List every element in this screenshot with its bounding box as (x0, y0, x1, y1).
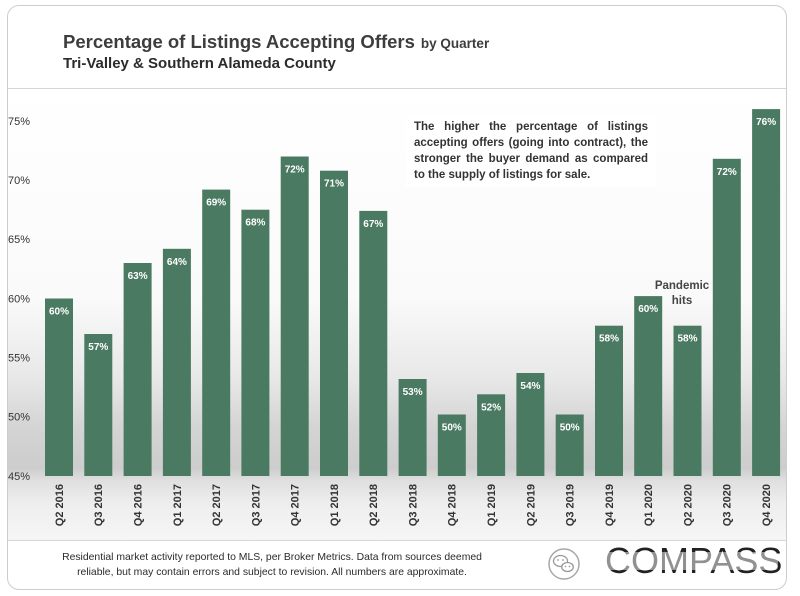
bar (712, 158, 741, 477)
x-tick-label: Q3 2017 (250, 484, 262, 526)
wechat-icon (548, 548, 580, 580)
annotation-note: The higher the percentage of listings ac… (406, 115, 656, 187)
chart-title-block: Percentage of Listings Accepting Offers b… (63, 31, 489, 55)
bar-series (45, 109, 781, 477)
x-tick-label: Q2 2019 (525, 484, 537, 526)
x-tick-label: Q2 2020 (682, 484, 694, 526)
bar (162, 248, 191, 476)
bar (477, 394, 506, 476)
bar-value-label: 50% (560, 423, 580, 434)
bar (84, 334, 113, 476)
bar-value-label: 54% (520, 381, 540, 392)
x-tick-label: Q1 2018 (329, 484, 341, 526)
footer-divider (8, 540, 786, 541)
x-tick-label: Q4 2020 (761, 484, 773, 526)
x-tick-label: Q1 2020 (643, 484, 655, 526)
x-axis: Q2 2016 Q3 2016 Q4 2016 Q1 2017 Q2 2017 Q3 20… (54, 484, 773, 526)
source-note: Residential market activity reported to … (62, 552, 482, 578)
watermark-band (590, 552, 778, 570)
x-tick-label: Q1 2017 (172, 484, 184, 526)
chart-title: Percentage of Listings Accepting Offers (63, 31, 415, 52)
bar (359, 210, 388, 476)
bar (123, 263, 152, 476)
bar-value-label: 60% (638, 304, 658, 315)
bar (437, 414, 466, 476)
bar-value-label: 53% (403, 387, 423, 398)
bar-value-label: 60% (49, 307, 69, 318)
bar-value-label: 72% (285, 165, 305, 176)
y-tick-label: 55% (8, 353, 30, 365)
bar-value-label: 76% (756, 117, 776, 128)
x-tick-label: Q1 2019 (486, 484, 498, 526)
bar-value-label: 71% (324, 179, 344, 190)
y-tick-label: 45% (8, 471, 30, 483)
y-tick-label: 70% (8, 175, 30, 187)
bar (595, 325, 623, 476)
bar-value-label: 67% (363, 219, 383, 230)
bar (555, 414, 584, 476)
bar (241, 209, 270, 476)
bar-value-label: 69% (206, 198, 226, 209)
bar-value-label: 64% (167, 257, 187, 268)
x-tick-label: Q4 2019 (604, 484, 616, 526)
bar-value-label: 58% (677, 334, 697, 345)
x-tick-label: Q4 2017 (290, 484, 302, 526)
bar (398, 379, 427, 476)
bar-value-label: 63% (128, 271, 148, 282)
bar (320, 170, 348, 476)
x-tick-label: Q4 2018 (447, 484, 459, 526)
y-axis: 45% 50% 55% 60% 65% 70% 75% (8, 116, 30, 483)
bar-value-labels: 60% 57% 63% 64% 69% 68% 72% 71% 67% 53% 50% 52% 54% 5… (49, 117, 776, 433)
bar (45, 298, 73, 476)
bar-value-label: 57% (88, 342, 108, 353)
chart-subtitle: Tri-Valley & Southern Alameda County (63, 55, 336, 72)
bar (634, 296, 663, 476)
bar (280, 156, 309, 476)
y-tick-label: 65% (8, 234, 30, 246)
bar-value-label: 50% (442, 423, 462, 434)
bar-value-label: 52% (481, 402, 501, 413)
bar-value-label: 68% (245, 218, 265, 229)
y-tick-label: 60% (8, 293, 30, 305)
x-tick-label: Q3 2016 (93, 484, 105, 526)
y-tick-label: 75% (8, 116, 30, 128)
annotation-pandemic: Pandemic hits (654, 280, 710, 307)
x-tick-label: Q2 2018 (368, 484, 380, 526)
x-tick-label: Q3 2020 (722, 484, 734, 526)
x-tick-label: Q4 2016 (132, 484, 144, 526)
x-tick-label: Q3 2018 (407, 484, 419, 526)
x-tick-label: Q3 2019 (565, 484, 577, 526)
x-tick-label: Q2 2016 (54, 484, 66, 526)
header-divider (8, 88, 786, 89)
bar-value-label: 58% (599, 334, 619, 345)
x-tick-label: Q2 2017 (211, 484, 223, 526)
bar (202, 189, 231, 476)
bar (752, 109, 781, 476)
bar-value-label: 72% (717, 167, 737, 178)
bar (673, 325, 702, 476)
y-tick-label: 50% (8, 412, 30, 424)
chart-title-suffix: by Quarter (420, 36, 490, 51)
bar (516, 373, 545, 476)
